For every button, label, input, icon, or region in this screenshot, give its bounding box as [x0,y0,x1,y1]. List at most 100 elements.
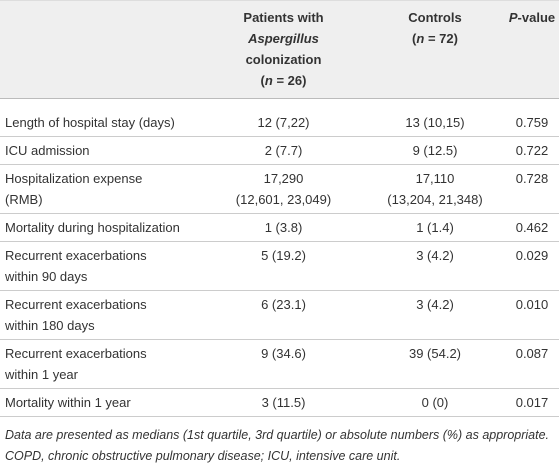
table-row: Recurrent exacerbations within 180 days 6 … [0,290,559,340]
cell-text: 0.087 [515,346,549,361]
table-cell: 3 (4.2) [365,290,505,340]
footnote: Data are presented as medians (1st quart… [5,428,550,463]
table-cell: 0.462 [505,213,559,242]
table-cell: 9 (12.5) [365,136,505,165]
header-cell: Controls (n = 72) [365,0,505,99]
table-cell: 3 (4.2) [365,241,505,291]
table-cell: 0.722 [505,136,559,165]
cell-text: 5 (19.2) [261,248,306,263]
table-cell: 12 (7,22) [202,98,365,137]
table-cell: 0.010 [505,290,559,340]
cell-text: Recurrent exacerbations [5,346,147,361]
table-cell: 39 (54.2) [365,339,505,389]
header-text: P [508,10,518,25]
cell-text: Mortality during hospitalization [5,220,180,235]
table-row: Mortality within 1 year 3 (11.5) 0 (0) 0.01… [0,388,559,417]
table-cell: 0.029 [505,241,559,291]
cell-text: 17,110 [415,171,455,186]
header-text: (n = 26) [204,70,363,91]
cell-text: Mortality within 1 year [5,395,131,410]
header-text: n [264,73,273,88]
cell-text: within 180 days [5,318,95,333]
table-row: Recurrent exacerbations within 1 year 9 (3… [0,339,559,389]
cell-text: Recurrent exacerbations [5,248,147,263]
cell-text: 0.462 [515,220,549,235]
cell-text: 0 (0) [421,395,449,410]
cell-text: 39 (54.2) [408,346,462,361]
table-cell: 1 (1.4) [365,213,505,242]
table-cell: 0.728 [505,164,559,214]
cell-text: 17,290 [263,171,304,186]
header-row: Patients with Aspergillus colonization (… [0,0,559,99]
cell-text: 12 (7,22) [257,115,310,130]
table-cell: Mortality during hospitalization [0,213,202,242]
table-row: ICU admission 2 (7.7) 9 (12.5) 0.722 [0,136,559,165]
table-cell: Length of hospital stay (days) [0,98,202,137]
table-cell: 6 (23.1) [202,290,365,340]
header-text: ( [412,31,417,46]
cell-text: Recurrent exacerbations [5,297,147,312]
table-cell: 13 (10,15) [365,98,505,137]
table-cell: Recurrent exacerbations within 1 year [0,339,202,389]
header-text: Aspergillus [204,28,363,49]
header-text: colonization [245,52,322,67]
table-cell: 17,110 (13,204, 21,348) [365,164,505,214]
header-text: Aspergillus [248,31,319,46]
data-table: Patients with Aspergillus colonization (… [0,0,559,417]
table-cell: 0 (0) [365,388,505,417]
table-row: Hospitalization expense (RMB) 17,290 (12,60… [0,164,559,214]
table-cell: 2 (7.7) [202,136,365,165]
table-row: Length of hospital stay (days) 12 (7,22) 1… [0,98,559,137]
cell-text: ICU admission [5,143,90,158]
cell-text: (13,204, 21,348) [387,192,483,207]
header-cell: Patients with Aspergillus colonization (… [202,0,365,99]
table-cell: 1 (3.8) [202,213,365,242]
cell-text: 6 (23.1) [261,297,306,312]
cell-text: (12,601, 23,049) [235,192,332,207]
cell-text: 1 (1.4) [416,220,454,235]
table-cell: Recurrent exacerbations within 180 days [0,290,202,340]
cell-text: 0.029 [515,248,549,263]
header-text: -value [517,10,556,25]
header-text: (n = 72) [367,28,503,49]
header-text: ( [260,73,265,88]
cell-text: 1 (3.8) [264,220,303,235]
header-text: = 72) [424,31,458,46]
cell-text: Hospitalization expense [5,171,143,186]
header-text: Controls [408,10,462,25]
cell-text: 13 (10,15) [405,115,465,130]
table-cell: 5 (19.2) [202,241,365,291]
header-text: Patients with [243,10,324,25]
table-cell: 0.759 [505,98,559,137]
cell-text: 2 (7.7) [264,143,303,158]
table-cell: 9 (34.6) [202,339,365,389]
cell-text: 0.728 [515,171,549,186]
cell-text: 3 (11.5) [261,395,306,410]
table-cell: 0.017 [505,388,559,417]
cell-text: Length of hospital stay (days) [5,115,175,130]
cell-text: 3 (4.2) [416,297,454,312]
cell-text: 9 (12.5) [412,143,458,158]
table-cell: Mortality within 1 year [0,388,202,417]
cell-text: 9 (34.6) [261,346,306,361]
header-cell [0,0,202,99]
cell-text: 0.017 [515,395,549,410]
table-cell: ICU admission [0,136,202,165]
table-cell: Recurrent exacerbations within 90 days [0,241,202,291]
table-cell: 3 (11.5) [202,388,365,417]
cell-text: within 1 year [5,367,78,382]
table-row: Recurrent exacerbations within 90 days 5 (… [0,241,559,291]
cell-text: 0.722 [515,143,549,158]
cell-text: (RMB) [5,192,43,207]
cell-text: 0.759 [515,115,549,130]
table-cell: 0.087 [505,339,559,389]
table-body: Length of hospital stay (days) 12 (7,22) 1… [0,98,559,417]
table-cell: Hospitalization expense (RMB) [0,164,202,214]
cell-text: 3 (4.2) [416,248,454,263]
table-cell: 17,290 (12,601, 23,049) [202,164,365,214]
cell-text: within 90 days [5,269,88,284]
header-text: n [416,31,425,46]
header-cell: P-value [505,0,559,99]
header-text: P-value [507,7,557,28]
